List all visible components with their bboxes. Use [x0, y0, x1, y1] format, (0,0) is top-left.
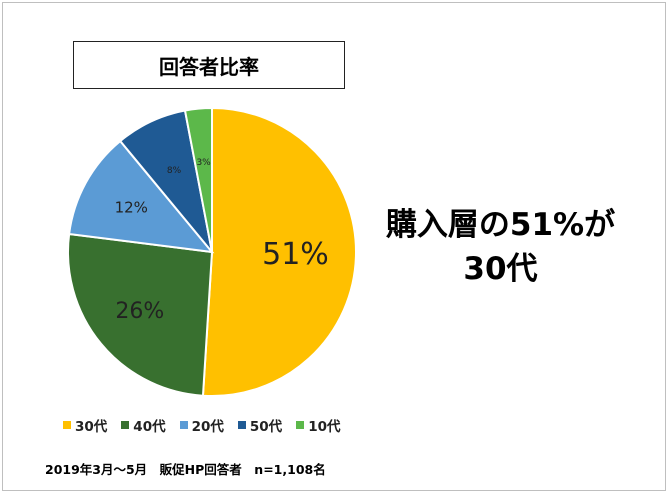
pie-slice-40代 — [67, 232, 214, 397]
legend-swatch — [179, 421, 188, 429]
chart-legend: 30代 40代 20代 50代 10代 — [63, 415, 340, 435]
legend-swatch — [63, 421, 71, 429]
headline-line2: 30代 — [463, 251, 538, 287]
legend-label: 40代 — [133, 419, 166, 435]
legend-item-10代: 10代 — [296, 415, 340, 435]
pie-label-40代: 26% — [115, 299, 164, 324]
pie-label-30代: 51% — [262, 237, 329, 272]
legend-swatch — [121, 421, 130, 429]
legend-label: 30代 — [75, 419, 108, 435]
legend-label: 50代 — [249, 419, 283, 435]
pie-label-50代: 8% — [167, 166, 182, 176]
legend-item-30代: 30代 — [63, 415, 107, 435]
legend-swatch — [237, 421, 246, 429]
chart-title: 回答者比率 — [73, 41, 345, 89]
legend-item-50代: 50代 — [237, 415, 283, 435]
pie-slice-30代 — [201, 106, 357, 397]
pie-label-10代: 3% — [196, 158, 211, 168]
headline: 購入層の51%が 30代 — [373, 203, 628, 291]
footnote: 2019年3月～5月 販促HP回答者 n=1,108名 — [45, 462, 326, 477]
legend-label: 20代 — [191, 419, 224, 435]
pie-slice-10代 — [183, 106, 213, 253]
pie-label-20代: 12% — [115, 199, 148, 217]
legend-label: 10代 — [308, 419, 341, 435]
legend-item-20代: 20代 — [179, 415, 224, 435]
legend-swatch — [296, 421, 305, 429]
pie-chart: 51% 26% 12% 8% 3% — [67, 106, 357, 397]
legend-item-40代: 40代 — [121, 415, 166, 435]
pie-slice-20代 — [68, 139, 215, 254]
headline-line1: 購入層の51%が — [385, 207, 616, 243]
chart-frame: 回答者比率 51% 26% 12% 8% 3% 購入層の51%が 30代 30代 40代 2… — [2, 2, 666, 491]
